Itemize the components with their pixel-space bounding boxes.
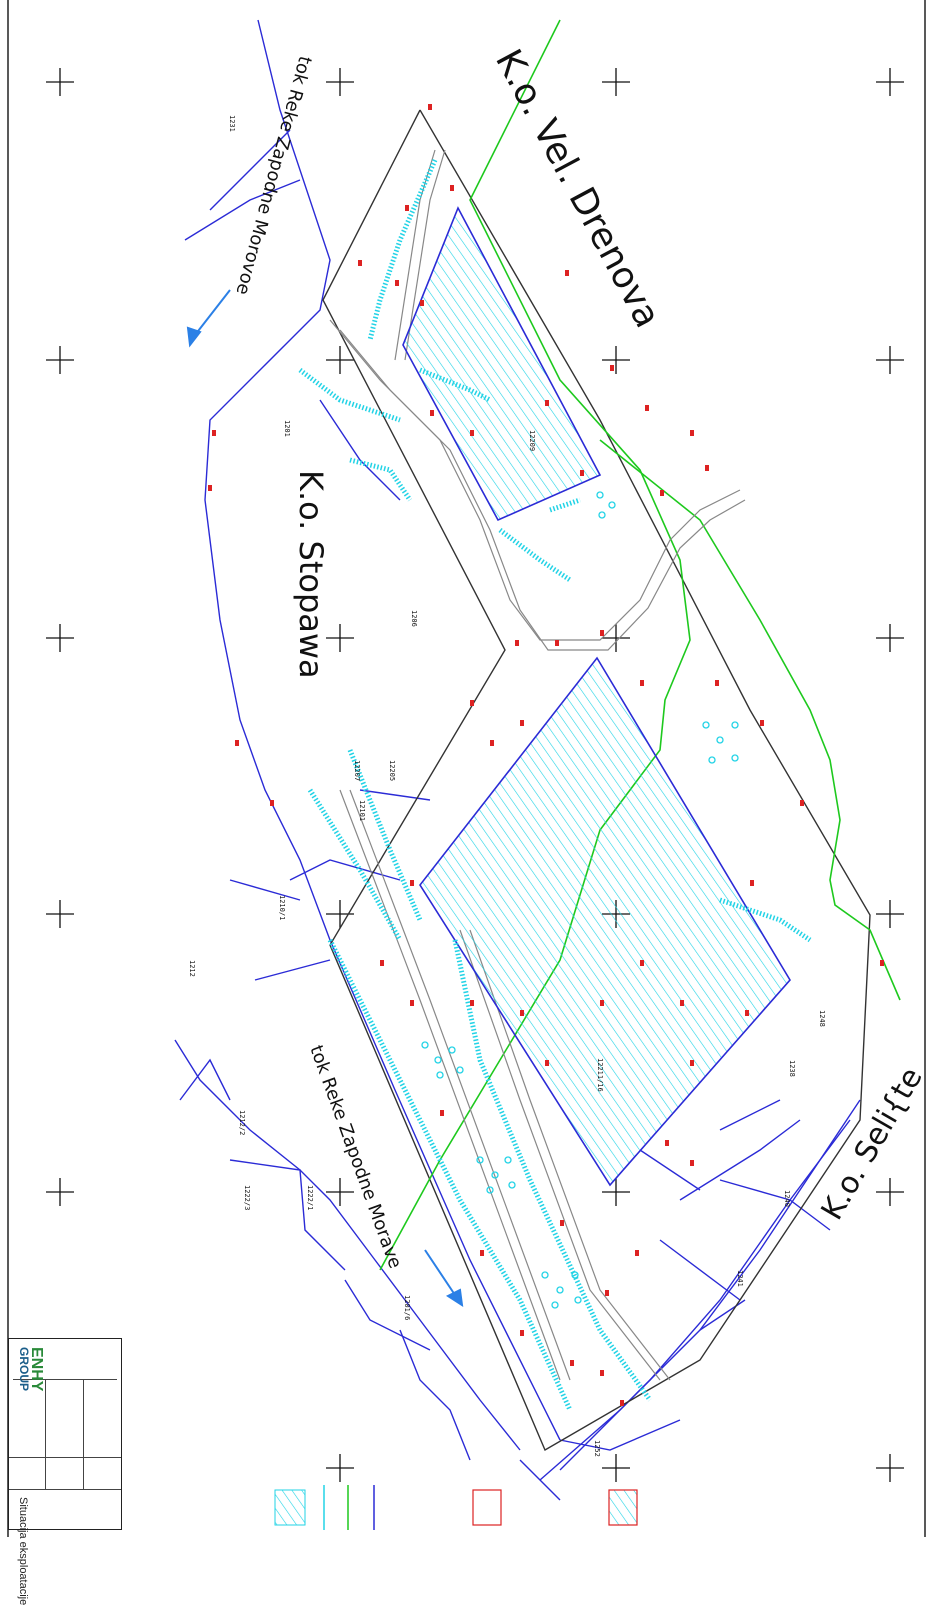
black-boundary	[322, 109, 871, 1452]
label-river-bottom: tok Reke Zapodne Morave	[305, 1043, 405, 1272]
road	[329, 149, 746, 1381]
label-ko-vel-drenova: K.o. Vel. Drenova	[487, 43, 668, 334]
sheet-title: Situacija eksploatacije	[17, 1497, 29, 1605]
legend	[274, 1485, 638, 1530]
parcel-number: 1248	[818, 1010, 826, 1027]
parcel-number: 1212/2	[238, 1110, 246, 1135]
parcel-number: 12207	[353, 760, 361, 781]
company-group-text: GROUP	[17, 1347, 31, 1392]
parcel-number: 1252	[593, 1440, 601, 1457]
title-block: ENHY GROUP Situacija eksploatacije	[8, 1338, 122, 1605]
survey-map: K.o. Vel. Drenova K.o. Stopawa K.o. Seli…	[7, 0, 930, 1537]
embankments	[298, 158, 812, 1412]
parcel-number: 1201/6	[403, 1295, 411, 1320]
parcel-number: 1241	[736, 1270, 744, 1287]
label-ko-stopanja: K.o. Stopawa	[292, 470, 330, 679]
blue-lines	[174, 19, 861, 1501]
parcel-number: 1238	[788, 1060, 796, 1077]
parcel-number: 12205	[388, 760, 396, 781]
green-lines	[379, 19, 901, 1271]
flow-arrows	[186, 289, 464, 1308]
vegetation-markers	[421, 491, 739, 1309]
parcel-number: 1222/3	[243, 1185, 251, 1210]
parcel-number: 12211/16	[596, 1058, 604, 1092]
parcel-number: 1201	[283, 420, 291, 437]
exploitation-area-south	[419, 656, 791, 1187]
parcel-number: 1222/1	[306, 1185, 314, 1210]
exploitation-area-north	[402, 206, 602, 522]
parcel-number: 1231	[228, 115, 236, 132]
parcel-number: 1240	[783, 1190, 791, 1207]
parcel-number: 1206	[410, 610, 418, 627]
survey-points	[208, 104, 884, 1406]
grid-crosses	[46, 68, 904, 1482]
parcel-number: 12101	[358, 800, 366, 821]
parcel-number: 1212	[188, 960, 196, 977]
parcel-labels: 12211/16 1201 1206 12209 1210/1 1212 121…	[188, 115, 826, 1457]
parcel-number: 12209	[528, 430, 536, 451]
parcel-number: 1210/1	[278, 895, 286, 920]
